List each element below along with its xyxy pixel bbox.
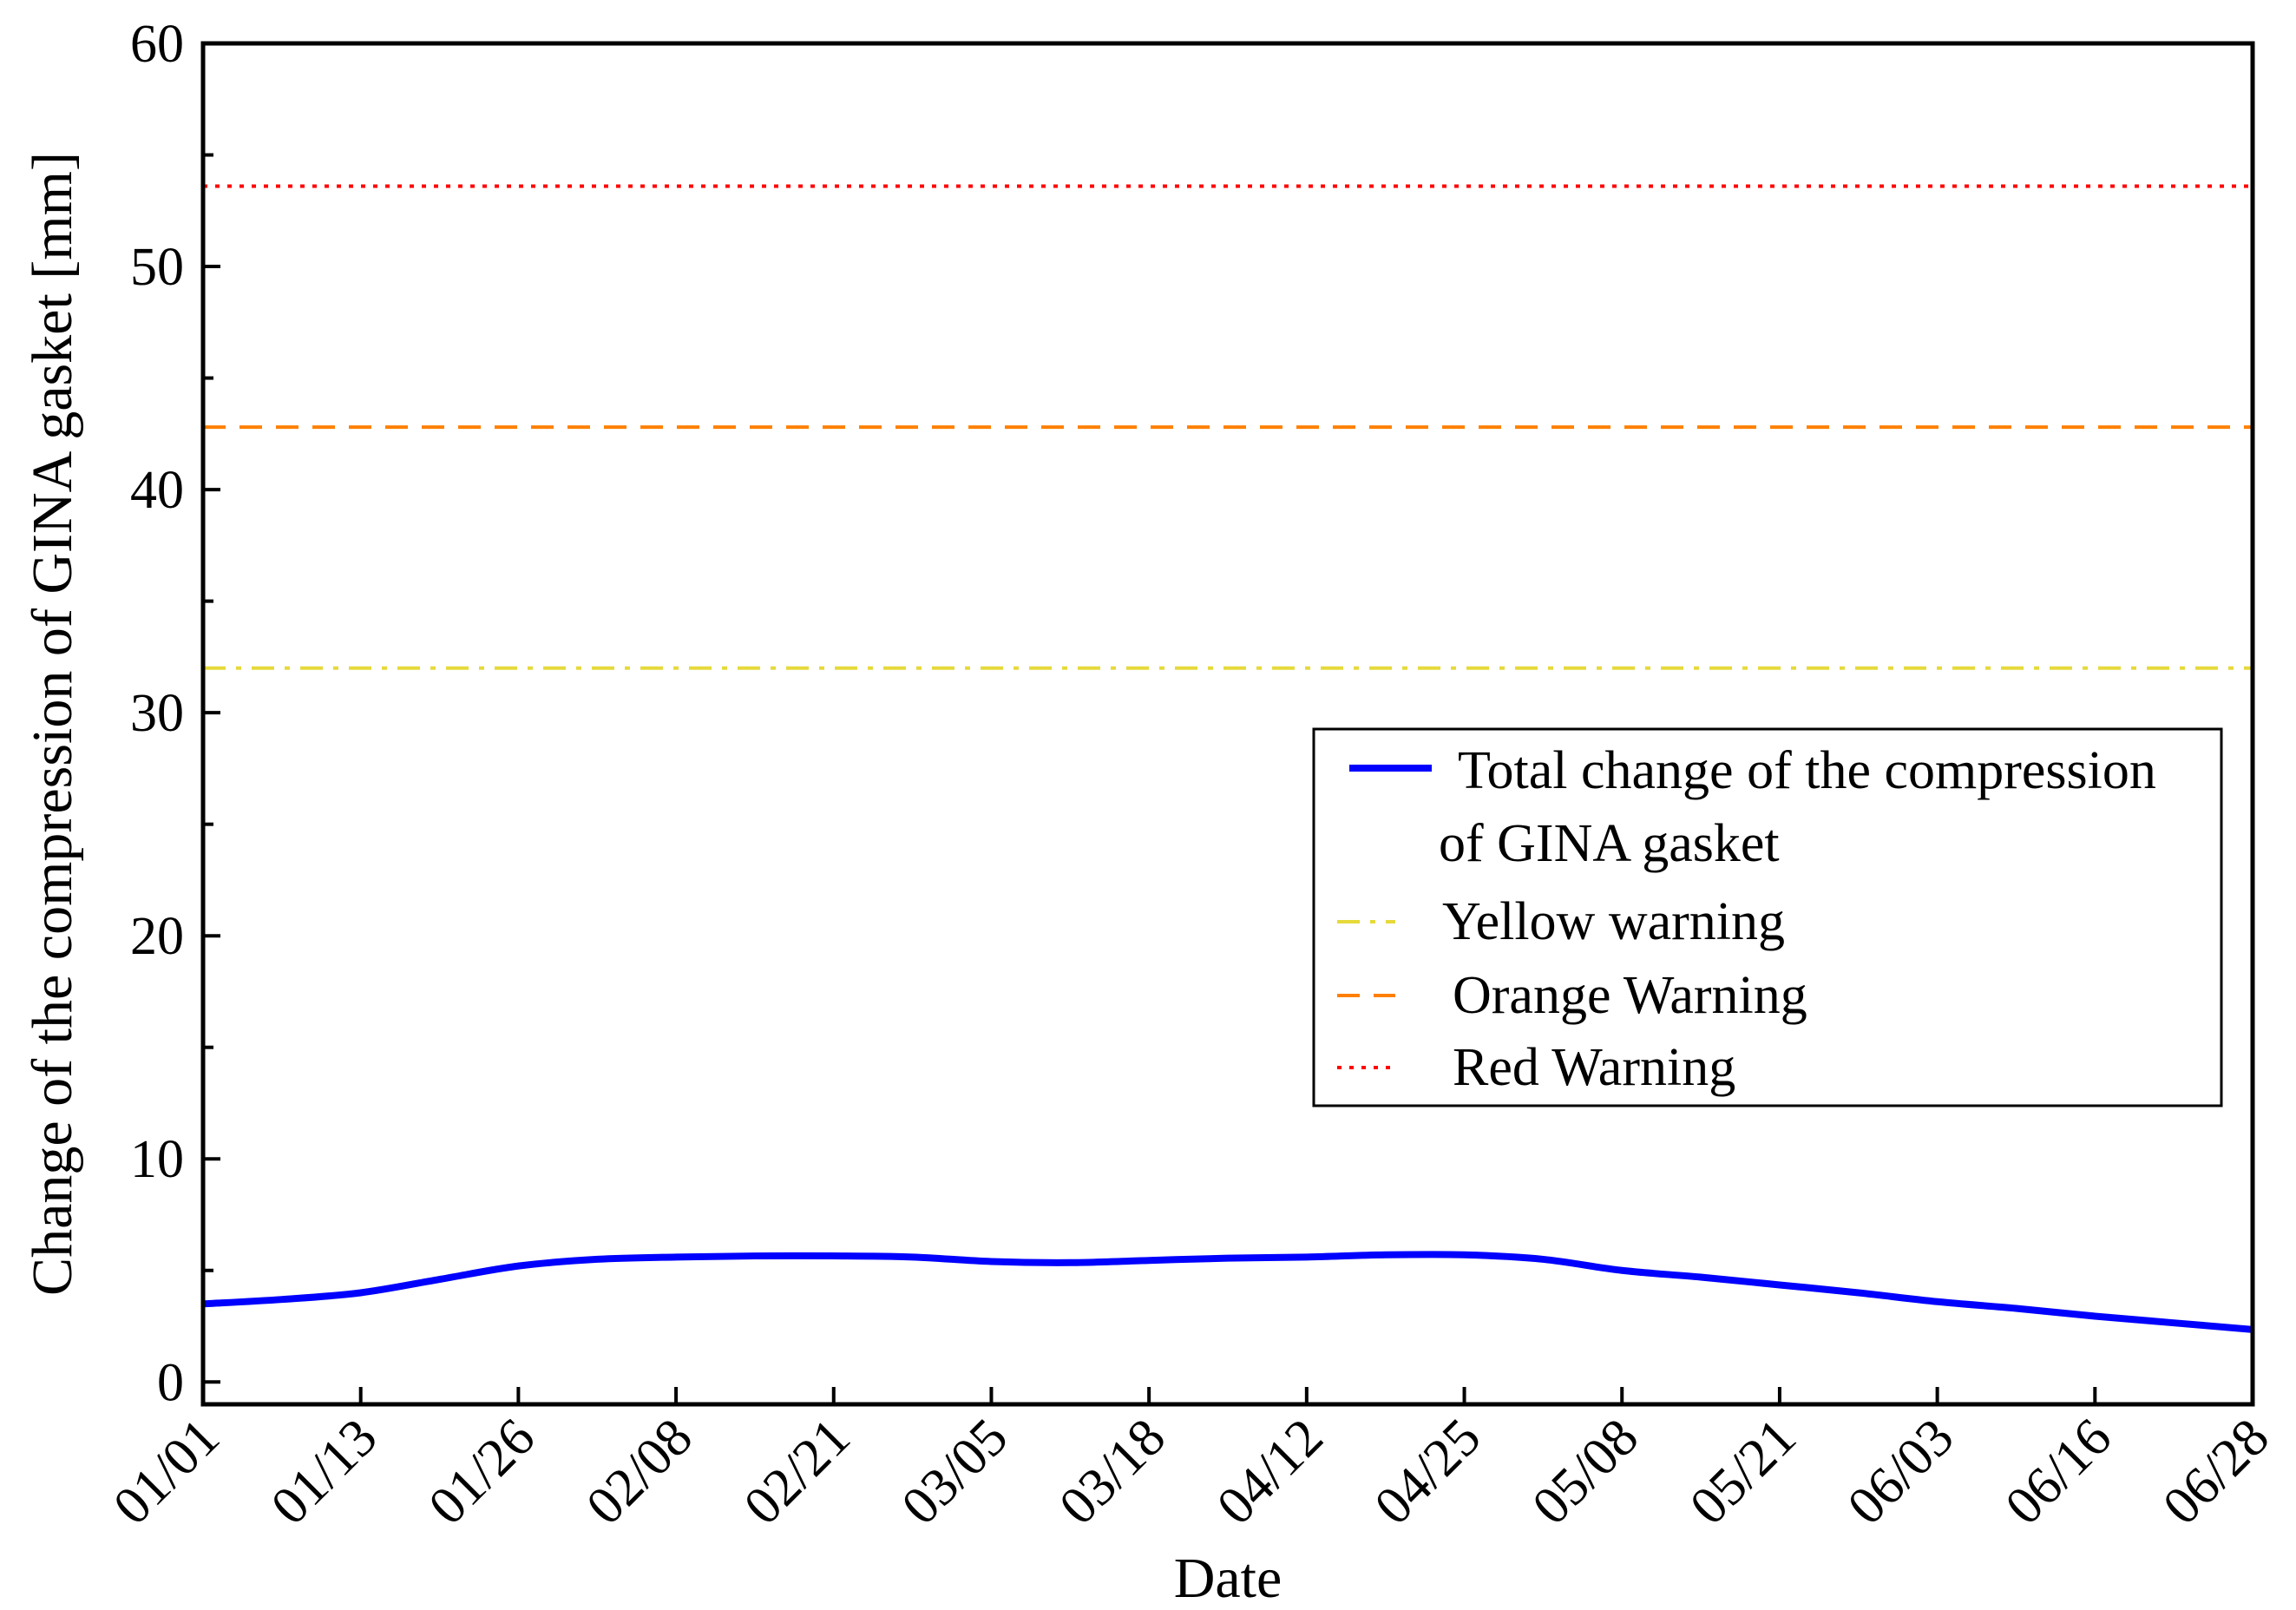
x-tick-label: 01/26 — [417, 1408, 546, 1536]
y-tick-label: 60 — [130, 15, 184, 74]
y-tick-label: 50 — [130, 238, 184, 297]
series-line-total-change-of-the-compression-of-gina-gasket — [202, 1251, 2253, 1333]
plot-frame — [200, 41, 2255, 1407]
x-tick-label: 04/25 — [1363, 1408, 1492, 1536]
y-axis-label: Change of the compression of GINA gasket… — [21, 152, 84, 1296]
legend-label-total-line1: Total change of the compression — [1458, 741, 2156, 800]
legend: Total change of the compression of GINA … — [1312, 727, 2223, 1107]
y-tick-label: 0 — [157, 1353, 184, 1412]
x-tick-label: 01/13 — [260, 1408, 389, 1536]
y-tick-label: 20 — [130, 907, 184, 966]
x-tick-label: 06/28 — [2152, 1408, 2280, 1536]
x-tick-label: 03/05 — [890, 1408, 1019, 1536]
y-tick-label: 10 — [130, 1130, 184, 1189]
legend-label-yellow: Yellow warning — [1442, 892, 1785, 951]
x-tick-label: 02/08 — [575, 1408, 704, 1536]
x-axis-label: Date — [1174, 1547, 1282, 1610]
x-tick-label: 06/16 — [1994, 1408, 2122, 1536]
legend-label-red: Red Warning — [1453, 1038, 1735, 1097]
legend-label-total-line2: of GINA gasket — [1439, 814, 1780, 873]
x-tick-label: 03/18 — [1048, 1408, 1177, 1536]
x-axis: 01/01 01/13 01/26 02/08 02/21 03/05 03/18 04/12… — [102, 1387, 2280, 1536]
x-tick-label: 02/21 — [733, 1408, 862, 1536]
y-tick-label: 40 — [130, 461, 184, 520]
x-tick-label: 06/03 — [1837, 1408, 1965, 1536]
x-tick-label: 01/01 — [102, 1408, 231, 1536]
x-tick-label: 05/08 — [1521, 1408, 1650, 1536]
y-axis: 0 10 20 30 40 50 60 — [130, 15, 220, 1412]
legend-box — [1312, 727, 2223, 1107]
y-tick-label: 30 — [130, 684, 184, 743]
legend-label-orange: Orange Warning — [1453, 966, 1807, 1025]
x-tick-label: 04/12 — [1206, 1408, 1335, 1536]
series-layer — [202, 184, 2253, 1333]
x-tick-label: 05/21 — [1679, 1408, 1807, 1536]
